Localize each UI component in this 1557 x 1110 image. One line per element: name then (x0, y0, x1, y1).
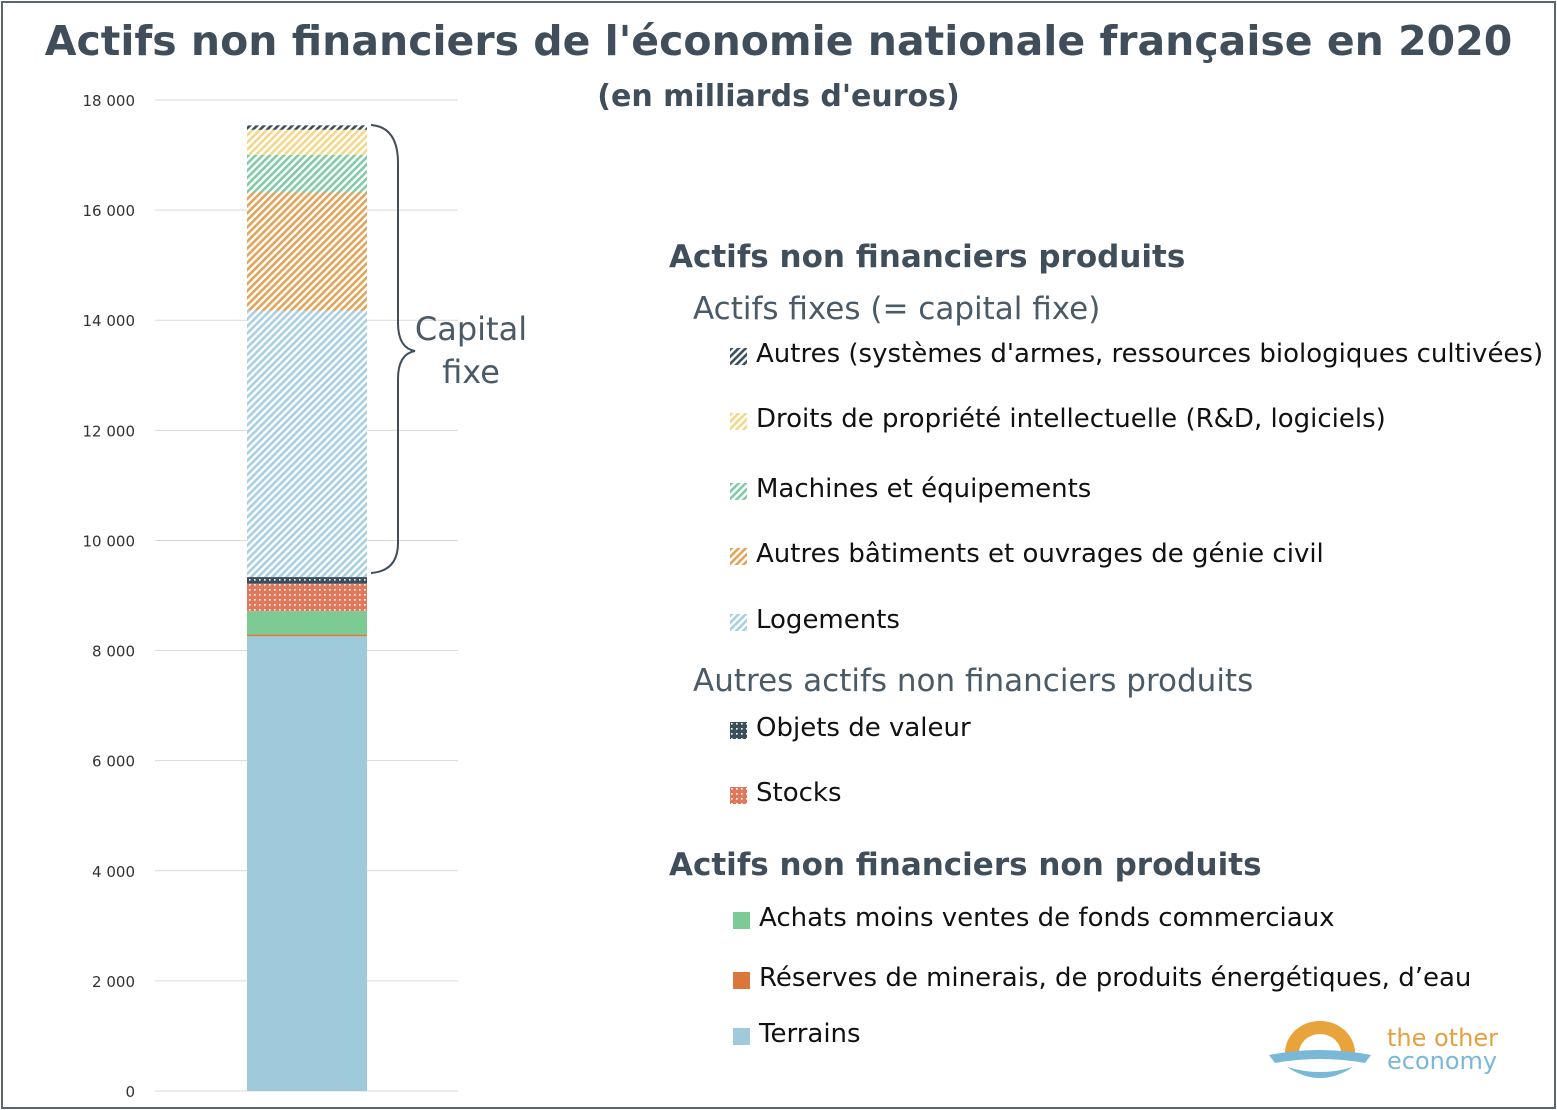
y-tick-label: 4 000 (92, 863, 135, 881)
legend-swatch (733, 1028, 750, 1045)
y-tick-label: 0 (125, 1083, 135, 1101)
y-tick-label: 14 000 (83, 312, 136, 330)
legend-label: Réserves de minerais, de produits énergé… (759, 963, 1472, 993)
legend-group-autres-produits: Autres actifs non financiers produits (693, 663, 1254, 699)
legend-item: Réserves de minerais, de produits énergé… (733, 963, 1472, 993)
legend-item: Stocks (730, 778, 842, 808)
annotation-line: fixe (442, 353, 500, 391)
legend-label: Objets de valeur (756, 713, 971, 743)
legend-item: Logements (730, 605, 900, 635)
legend-item: Terrains (733, 1019, 861, 1049)
legend-item: Autres (systèmes d'armes, ressources bio… (730, 339, 1544, 369)
bar-segment-5 (247, 310, 367, 578)
bar-segment-1 (247, 634, 367, 637)
legend-swatch (733, 912, 750, 929)
capital-fixe-annotation: Capital fixe (411, 308, 531, 394)
y-tick-label: 18 000 (83, 92, 136, 110)
bar-segment-4 (247, 577, 367, 584)
chart-svg: 0 2 000 4 000 6 000 8 000 10 000 12 000 14 000 1… (83, 92, 458, 1101)
legend-label: Autres (systèmes d'armes, ressources bio… (756, 339, 1544, 369)
bar-segment-2 (247, 611, 367, 635)
legend-label: Terrains (759, 1019, 861, 1049)
legend-group-produits: Actifs non financiers produits (669, 239, 1186, 275)
legend-swatch (730, 348, 747, 365)
legend-item: Objets de valeur (730, 713, 971, 743)
legend-label: Stocks (756, 778, 842, 808)
legend-item: Machines et équipements (730, 474, 1092, 504)
bar-segment-9 (247, 125, 367, 130)
legend-label: Machines et équipements (756, 474, 1092, 504)
y-tick-label: 6 000 (92, 753, 135, 771)
legend-swatch (730, 614, 747, 631)
legend-item: Autres bâtiments et ouvrages de génie ci… (730, 539, 1324, 569)
legend-swatch (730, 787, 747, 804)
logo-line2: economy (1387, 1047, 1498, 1075)
legend-label: Achats moins ventes de fonds commerciaux (759, 903, 1335, 933)
y-tick-label: 10 000 (83, 532, 136, 550)
legend-label: Droits de propriété intellectuelle (R&D,… (756, 404, 1386, 434)
logo-text: the other economy (1387, 1024, 1498, 1075)
legend-group-actifs-fixes: Actifs fixes (= capital fixe) (693, 291, 1101, 327)
legend-swatch (730, 413, 747, 430)
legend-label: Logements (756, 605, 900, 635)
legend-item: Achats moins ventes de fonds commerciaux (733, 903, 1335, 933)
y-tick-label: 16 000 (83, 202, 136, 220)
the-other-economy-logo (1269, 1021, 1371, 1078)
bar-segment-6 (247, 192, 367, 311)
capital-fixe-brace (370, 124, 416, 574)
legend-item: Droits de propriété intellectuelle (R&D,… (730, 404, 1386, 434)
legend-swatch (730, 483, 747, 500)
y-tick-label: 8 000 (92, 643, 135, 661)
bar-segment-3 (247, 583, 367, 612)
bar-segment-7 (247, 154, 367, 193)
y-tick-label: 2 000 (92, 973, 135, 991)
legend-swatch (730, 548, 747, 565)
annotation-line: Capital (414, 310, 528, 348)
legend-label: Autres bâtiments et ouvrages de génie ci… (756, 539, 1324, 569)
bar-segment-8 (247, 129, 367, 155)
bar-segment-0 (247, 636, 367, 1091)
y-tick-label: 12 000 (83, 422, 136, 440)
chart-title: Actifs non financiers de l'économie nati… (44, 17, 1513, 65)
chart-subtitle: (en milliards d'euros) (597, 79, 960, 114)
legend-group-non-produits: Actifs non financiers non produits (669, 847, 1262, 883)
legend-swatch (733, 972, 750, 989)
legend-swatch (730, 722, 747, 739)
logo-line1: the other (1387, 1024, 1498, 1052)
